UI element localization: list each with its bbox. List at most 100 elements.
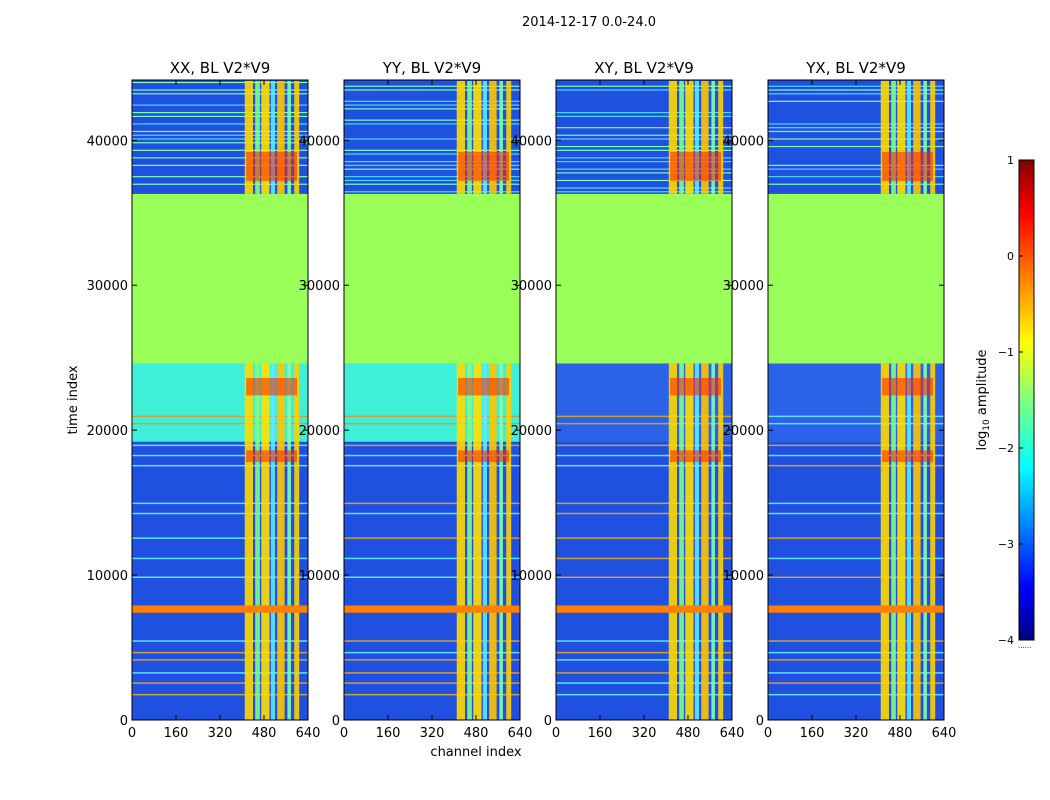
band-row [768, 605, 944, 613]
time-streak [768, 415, 944, 418]
x-tick-label: 0 [552, 726, 560, 741]
y-tick-label: 20000 [87, 424, 128, 439]
time-streak [556, 85, 732, 87]
time-streak [132, 142, 308, 144]
channel-column [679, 80, 684, 194]
time-streak [344, 85, 520, 87]
y-tick-label: 20000 [723, 424, 764, 439]
hot-spot [670, 151, 721, 181]
channel-column [711, 80, 715, 194]
time-streak [344, 464, 520, 467]
colorbar-label-sub: 10 [982, 419, 992, 431]
y-axis-label: time index [66, 365, 81, 434]
channel-column [930, 80, 936, 194]
channel-column [506, 363, 512, 720]
channel-column [906, 363, 911, 720]
time-streak [344, 161, 520, 163]
time-streak [344, 176, 520, 178]
time-streak [556, 127, 732, 129]
channel-column [489, 363, 497, 720]
flagged-region [132, 193, 308, 364]
x-tick-label: 0 [764, 726, 772, 741]
y-tick-label: 40000 [299, 134, 340, 149]
time-streak [768, 651, 944, 654]
time-streak [132, 672, 308, 674]
time-streak [556, 576, 732, 579]
colorbar-tick-label: −3 [998, 538, 1014, 551]
hot-spot [882, 377, 933, 396]
time-streak [132, 112, 308, 114]
time-streak [556, 161, 732, 163]
x-tick-label: 320 [420, 726, 445, 741]
time-streak [556, 145, 732, 148]
time-streak [768, 576, 944, 579]
channel-column [718, 363, 724, 720]
channel-column [499, 363, 503, 720]
colorbar-tick-label: −4 [998, 634, 1014, 647]
panel-3: YX, BL V2*V9 0 160 320 480 640 0 10000 20000 3000… [723, 59, 957, 741]
time-streak [132, 693, 308, 696]
y-tick-label: 30000 [723, 279, 764, 294]
y-tick-label: 0 [756, 714, 764, 729]
time-streak [556, 464, 732, 467]
band-row [132, 605, 308, 613]
time-streak [344, 422, 520, 425]
y-tick-label: 20000 [299, 424, 340, 439]
time-streak [344, 444, 520, 447]
time-streak [344, 100, 520, 102]
channel-column [906, 80, 911, 194]
time-streak [344, 138, 520, 140]
time-streak [344, 168, 520, 170]
panel-2: XY, BL V2*V9 0 160 320 480 640 0 10000 20000 3000… [511, 59, 745, 741]
channel-column [891, 80, 896, 194]
time-streak [344, 537, 520, 539]
x-tick-label: 160 [376, 726, 401, 741]
time-streak [132, 651, 308, 654]
y-tick-label: 0 [332, 714, 340, 729]
channel-column [499, 80, 503, 194]
channel-column [880, 363, 889, 720]
channel-column [456, 80, 465, 194]
time-streak [768, 93, 944, 95]
time-streak [344, 651, 520, 654]
channel-column [891, 363, 896, 720]
channel-column [255, 363, 260, 720]
channel-column [277, 80, 285, 194]
colorbar-tick-label: 1 [1007, 154, 1014, 167]
flagged-region [768, 193, 944, 364]
channel-column [270, 363, 275, 720]
x-tick-label: 640 [296, 726, 321, 741]
time-streak [556, 444, 732, 447]
hot-spot [246, 450, 297, 463]
y-tick-label: 40000 [723, 134, 764, 149]
time-streak [132, 422, 308, 425]
time-streak [344, 415, 520, 418]
panel-title: YY, BL V2*V9 [382, 59, 481, 77]
time-streak [768, 85, 944, 87]
time-streak [768, 164, 944, 166]
colorbar-label-base: log [975, 431, 990, 451]
time-streak [556, 191, 732, 193]
time-streak [556, 651, 732, 654]
channel-column [668, 363, 677, 720]
channel-column [679, 363, 684, 720]
channel-column [482, 80, 487, 194]
channel-column [913, 363, 921, 720]
channel-column [467, 80, 472, 194]
hot-spot [882, 450, 933, 463]
time-streak [132, 464, 308, 467]
time-streak [132, 138, 308, 140]
channel-column [294, 363, 300, 720]
time-streak [556, 659, 732, 661]
colorbar-tick-label: 0 [1007, 250, 1014, 263]
time-streak [132, 454, 308, 457]
time-streak [768, 168, 944, 170]
y-tick-label: 40000 [87, 134, 128, 149]
y-tick-label: 30000 [87, 279, 128, 294]
x-tick-label: 480 [888, 726, 913, 741]
x-tick-label: 160 [164, 726, 189, 741]
time-streak [768, 138, 944, 140]
time-streak [768, 464, 944, 467]
hot-spot [882, 151, 933, 181]
x-tick-label: 320 [632, 726, 657, 741]
